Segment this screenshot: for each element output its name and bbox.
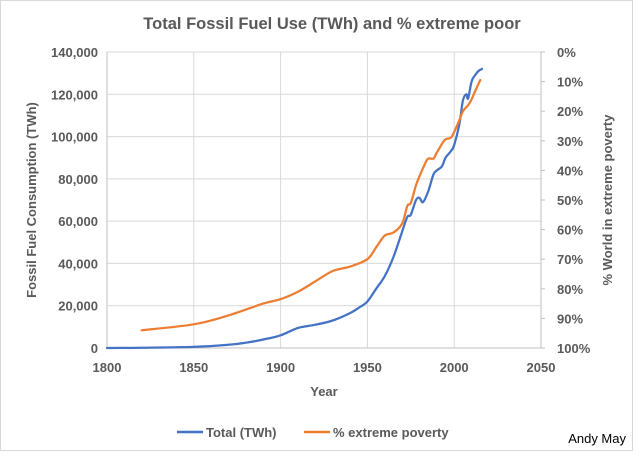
author-credit: Andy May [568, 431, 626, 446]
series-line-extreme-poverty [140, 78, 482, 332]
y2-tick-label: 100% [557, 341, 591, 356]
y2-tick-label: 40% [557, 163, 583, 178]
x-tick-labels: 1800 1850 1900 1950 2000 2050 [93, 360, 556, 375]
y-tick-label: 60,000 [58, 214, 98, 229]
y-tick-labels: 0 20,000 40,000 60,000 80,000 100,000 120,000 1… [51, 45, 98, 356]
chart-title: Total Fossil Fuel Use (TWh) and % extrem… [143, 15, 521, 33]
series [105, 67, 484, 350]
legend-label-total: Total (TWh) [206, 425, 277, 440]
x-axis-label: Year [310, 384, 337, 399]
series-line-total-twh [105, 67, 484, 350]
x-tick-label: 1900 [266, 360, 295, 375]
x-tick-label: 1800 [93, 360, 122, 375]
y2-tick-labels: 0% 10% 20% 30% 40% 50% 60% 70% 80% 90% 100% [557, 45, 591, 356]
y2-axis-label: % World in extreme poverty [600, 114, 615, 286]
y2-tick-label: 70% [557, 252, 583, 267]
legend-label-poverty: % extreme poverty [333, 425, 449, 440]
y2-tick-label: 30% [557, 134, 583, 149]
x-tick-label: 2050 [527, 360, 556, 375]
y-tick-label: 80,000 [58, 172, 98, 187]
legend: Total (TWh) % extreme poverty [177, 425, 449, 440]
y-tick-label: 40,000 [58, 256, 98, 271]
y-tick-label: 140,000 [51, 45, 98, 60]
y2-tick-label: 50% [557, 193, 583, 208]
y-tick-label: 20,000 [58, 299, 98, 314]
y-tick-label: 100,000 [51, 130, 98, 145]
y2-tick-label: 80% [557, 282, 583, 297]
y2-tick-label: 90% [557, 311, 583, 326]
y2-tick-label: 20% [557, 104, 583, 119]
y2-tick-label: 60% [557, 223, 583, 238]
y-tick-label: 120,000 [51, 87, 98, 102]
axes [106, 51, 545, 349]
y-tick-label: 0 [91, 341, 98, 356]
x-tick-label: 1850 [179, 360, 208, 375]
x-tick-label: 2000 [440, 360, 469, 375]
chart-frame [0, 0, 633, 451]
y-axis-label: Fossil Fuel Consumption (TWh) [24, 102, 39, 298]
y2-tick-label: 10% [557, 75, 583, 90]
x-tick-label: 1950 [353, 360, 382, 375]
gridlines [107, 51, 542, 348]
y2-tick-label: 0% [557, 45, 576, 60]
